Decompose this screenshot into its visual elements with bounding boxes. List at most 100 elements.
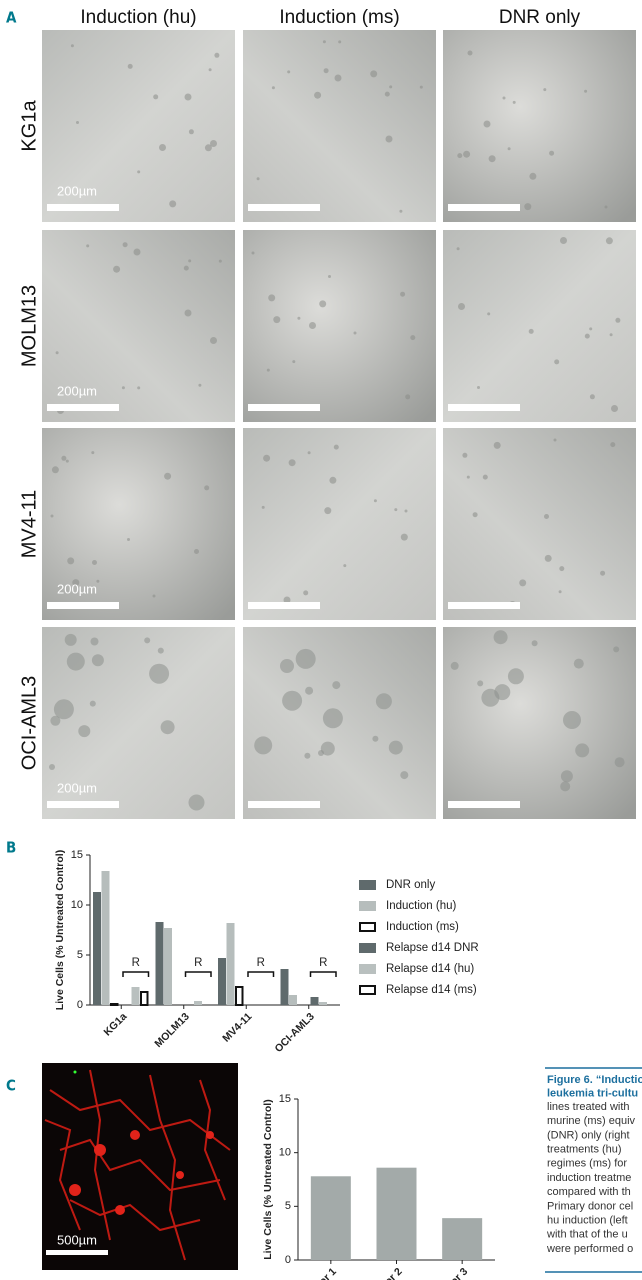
bar (194, 1001, 202, 1005)
cell (605, 237, 613, 245)
cell (353, 331, 357, 335)
cell (466, 475, 470, 479)
column-header: DNR only (499, 7, 581, 28)
scale-bar (47, 404, 119, 411)
cell (67, 557, 75, 565)
cell (152, 594, 156, 598)
cell (304, 752, 311, 759)
cell (55, 351, 59, 355)
cell (553, 438, 557, 442)
caption-line: hu induction (left (547, 1215, 628, 1227)
cell (89, 700, 96, 707)
cell (198, 383, 202, 387)
cell (127, 63, 133, 69)
cell (560, 781, 571, 792)
micrograph (443, 627, 636, 819)
cell (256, 177, 260, 181)
cell (481, 688, 500, 707)
cell (372, 735, 379, 742)
legend-label: Induction (ms) (386, 921, 459, 933)
caption-line: compared with th (547, 1186, 631, 1198)
scale-bar-label: 200µm (57, 581, 97, 596)
cell (589, 327, 593, 331)
cell (78, 725, 91, 738)
bar (376, 1167, 417, 1260)
cell (507, 147, 511, 151)
cell (560, 237, 567, 244)
cell (184, 93, 192, 101)
cell (208, 68, 212, 72)
cell (184, 309, 192, 317)
caption-title: leukemia tri-cultu (547, 1087, 638, 1099)
x-tick-label: KG1a (101, 1010, 129, 1038)
bar (218, 958, 226, 1005)
scale-bar (47, 602, 119, 609)
cell (282, 690, 303, 711)
cell (543, 88, 547, 92)
cell (493, 630, 508, 645)
legend-label: Relapse d14 DNR (386, 942, 479, 954)
cell (164, 472, 172, 480)
cell (188, 259, 192, 263)
y-tick-label: 0 (77, 999, 83, 1011)
cell (399, 209, 403, 213)
cell (183, 265, 189, 271)
cell (153, 94, 159, 100)
cell (320, 741, 335, 756)
cell (611, 405, 618, 412)
cell (389, 85, 393, 89)
cell (573, 658, 584, 669)
scale-bar (47, 204, 119, 211)
cell (528, 328, 534, 334)
cell (137, 386, 141, 390)
cell (507, 668, 524, 685)
x-tick-label: Donor 3 (434, 1265, 471, 1280)
cell (400, 533, 408, 541)
cell (544, 554, 552, 562)
caption-line: were performed o (546, 1243, 633, 1255)
x-tick-label: MOLM13 (152, 1010, 192, 1050)
cell (188, 129, 194, 135)
cell (96, 579, 100, 583)
cell (159, 144, 166, 151)
caption-title: Figure 6. “Inductio (547, 1074, 642, 1086)
cell (512, 100, 516, 104)
cell (271, 86, 275, 90)
scale-bar (448, 404, 520, 411)
micrograph (243, 428, 436, 620)
cell (283, 596, 291, 604)
bar (289, 995, 297, 1005)
cell (332, 681, 341, 690)
bar (235, 986, 244, 1006)
bar (310, 997, 319, 1005)
cell (385, 135, 393, 143)
cell (614, 757, 625, 768)
cell (384, 91, 390, 97)
cell (144, 637, 151, 644)
cell (613, 646, 620, 653)
caption-line: treatments (hu) (547, 1144, 622, 1156)
bar (131, 987, 140, 1005)
scale-bar (248, 404, 320, 411)
cell (324, 507, 332, 515)
cell (295, 648, 316, 669)
cell (615, 317, 621, 323)
x-tick-label: Donor 2 (368, 1265, 405, 1280)
scale-bar (47, 801, 119, 808)
bracket-label: R (132, 957, 140, 969)
cell (329, 476, 337, 484)
legend-swatch (359, 985, 376, 995)
x-tick-label: Donor 1 (302, 1265, 339, 1280)
cell (610, 442, 616, 448)
cell (127, 538, 130, 541)
cell (483, 120, 491, 128)
cell (137, 170, 141, 174)
row-label: OCI-AML3 (18, 676, 40, 770)
cell (554, 359, 560, 365)
legend-swatch (359, 964, 376, 974)
cell (65, 459, 69, 463)
scale-bar (248, 602, 320, 609)
cell (266, 368, 270, 372)
cell (280, 659, 294, 673)
